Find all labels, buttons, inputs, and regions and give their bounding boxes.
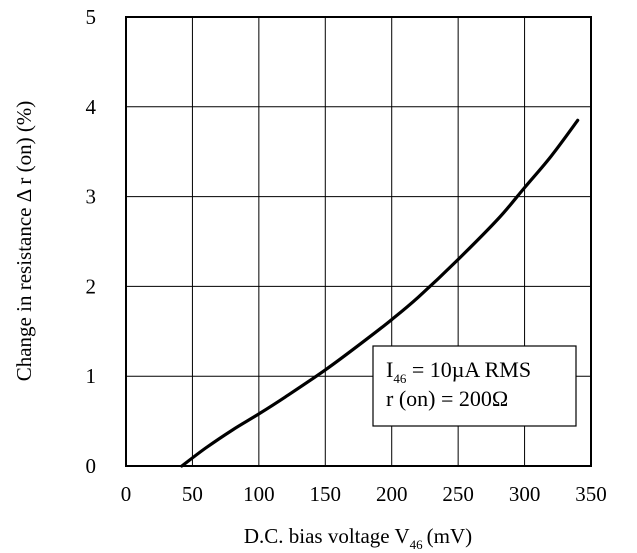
y-tick-label-0: 0 bbox=[86, 454, 97, 478]
x-axis-title-main: D.C. bias voltage V bbox=[244, 524, 410, 548]
legend-subscript: 46 bbox=[393, 371, 407, 386]
y-tick-label-1: 1 bbox=[86, 364, 97, 388]
x-axis-title-subscript: 46 bbox=[410, 537, 424, 552]
y-tick-label-2: 2 bbox=[86, 274, 97, 298]
legend-line-2: r (on) = 200Ω bbox=[386, 386, 508, 411]
x-tick-label-7: 350 bbox=[575, 482, 607, 506]
y-axis-title: Change in resistance Δ r (on) (%) bbox=[12, 101, 36, 382]
grid bbox=[126, 17, 591, 466]
x-tick-label-6: 300 bbox=[509, 482, 541, 506]
y-tick-label-5: 5 bbox=[86, 5, 97, 29]
legend-box: I46 = 10µA RMS r (on) = 200Ω bbox=[372, 345, 577, 427]
y-tick-label-3: 3 bbox=[86, 185, 97, 209]
x-tick-label-3: 150 bbox=[310, 482, 342, 506]
x-axis-title-unit: (mV) bbox=[427, 524, 473, 548]
legend-current: = 10µA RMS bbox=[406, 357, 531, 382]
legend-frame bbox=[372, 345, 577, 427]
x-tick-label-1: 50 bbox=[182, 482, 203, 506]
legend-symbol: I bbox=[386, 357, 393, 382]
x-axis-title: D.C. bias voltage V46 (mV) bbox=[244, 524, 472, 552]
y-axis-ticks: 0 1 2 3 4 5 bbox=[86, 5, 97, 478]
x-axis-ticks: 0 50 100 150 200 250 300 350 bbox=[121, 482, 607, 506]
plot-frame bbox=[125, 16, 592, 467]
data-series-line bbox=[180, 118, 580, 468]
x-tick-label-2: 100 bbox=[243, 482, 275, 506]
legend-line-1: I46 = 10µA RMS bbox=[386, 357, 531, 386]
x-tick-label-5: 250 bbox=[442, 482, 474, 506]
x-tick-label-0: 0 bbox=[121, 482, 132, 506]
x-tick-label-4: 200 bbox=[376, 482, 408, 506]
y-tick-label-4: 4 bbox=[86, 95, 97, 119]
